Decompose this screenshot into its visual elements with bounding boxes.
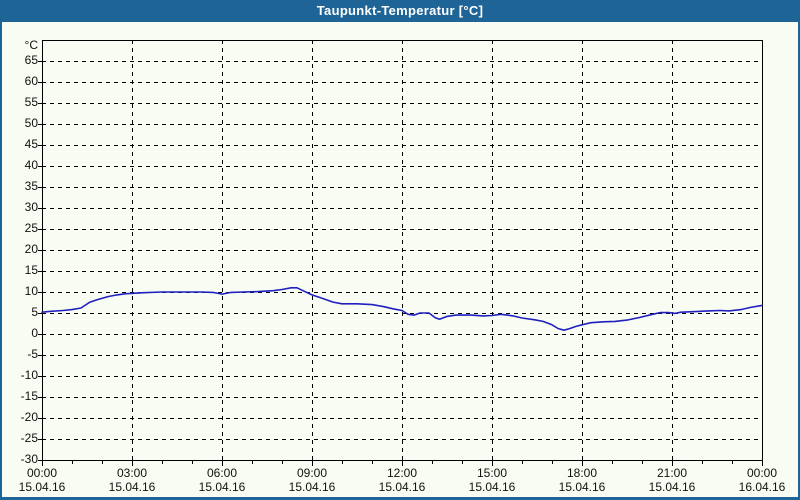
y-axis-label: 10 [24, 284, 38, 298]
plot-border [42, 40, 763, 461]
y-axis-label: 40 [24, 158, 38, 172]
x-axis-date-label: 15.04.16 [468, 480, 516, 494]
y-axis-label: -5 [27, 347, 38, 361]
x-axis-time-label: 03:00 [116, 466, 148, 480]
y-axis-label: -20 [20, 410, 38, 424]
x-axis-date-label: 16.04.16 [738, 480, 786, 494]
x-axis-date-label: 15.04.16 [18, 480, 66, 494]
y-axis-label: 60 [24, 74, 38, 88]
x-axis-date-label: 15.04.16 [378, 480, 426, 494]
window-title: Taupunkt-Temperatur [°C] [316, 3, 484, 18]
y-axis-label: -25 [20, 431, 38, 445]
y-axis-label: 30 [24, 200, 38, 214]
y-axis-unit-label: °C [24, 38, 38, 52]
y-axis-label: 5 [31, 305, 38, 319]
y-axis-label: -15 [20, 389, 38, 403]
dew-point-series-line [41, 286, 763, 332]
x-axis-date-label: 15.04.16 [198, 480, 246, 494]
x-axis-time-label: 09:00 [296, 466, 328, 480]
y-axis-label: 20 [24, 242, 38, 256]
title-bar[interactable]: Taupunkt-Temperatur [°C] [2, 0, 798, 22]
x-axis-date-label: 15.04.16 [558, 480, 606, 494]
y-axis-label: 0 [31, 326, 38, 340]
y-axis-label: 55 [24, 95, 38, 109]
x-axis-date-label: 15.04.16 [288, 480, 336, 494]
x-axis-date-label: 15.04.16 [648, 480, 696, 494]
y-axis-label: 45 [24, 137, 38, 151]
x-axis-time-label: 15:00 [476, 466, 508, 480]
y-axis-label: 65 [24, 53, 38, 67]
x-axis-time-label: 12:00 [386, 466, 418, 480]
y-axis-label: -30 [20, 452, 38, 466]
y-axis-label: -10 [20, 368, 38, 382]
y-axis-label: 15 [24, 263, 38, 277]
y-axis-label: 25 [24, 221, 38, 235]
x-axis-time-label: 21:00 [656, 466, 688, 480]
x-axis-time-label: 00:00 [26, 466, 58, 480]
x-axis-time-label: 00:00 [746, 466, 778, 480]
x-axis-time-label: 18:00 [566, 466, 598, 480]
y-axis-label: 50 [24, 116, 38, 130]
x-axis-time-label: 06:00 [206, 466, 238, 480]
y-axis-label: 35 [24, 179, 38, 193]
x-axis-date-label: 15.04.16 [108, 480, 156, 494]
